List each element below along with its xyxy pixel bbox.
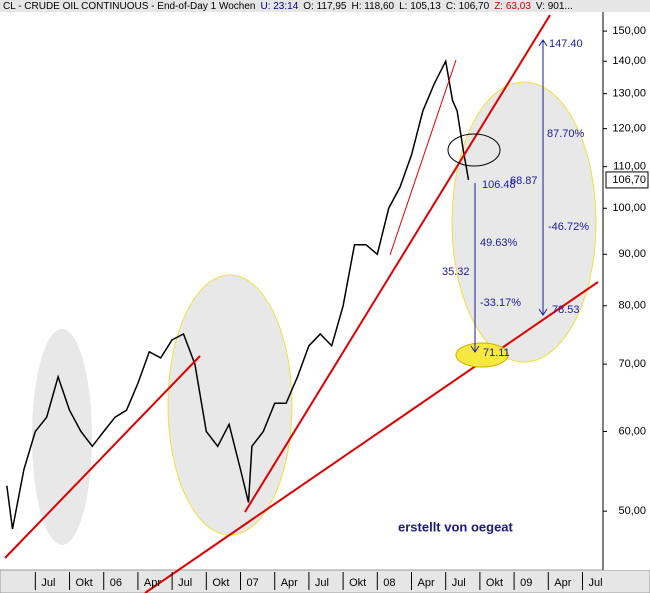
x-tick-label: Jul <box>452 577 466 589</box>
annotation: 71.11 <box>483 347 510 359</box>
x-tick-label: Apr <box>144 577 161 589</box>
annotation: 78.53 <box>552 304 580 316</box>
header-field: C: 106,70 <box>446 1 490 12</box>
x-tick-label: Okt <box>212 577 229 589</box>
annotation: 147.40 <box>549 38 583 50</box>
header-field: L: 105,13 <box>399 1 441 12</box>
y-axis-area <box>603 12 650 570</box>
y-tick-label: 110,00 <box>613 161 646 173</box>
y-tick-label: 120,00 <box>612 123 646 135</box>
ellipse <box>451 81 597 363</box>
header-field: O: 117,95 <box>303 1 347 12</box>
trend-line <box>144 281 599 593</box>
y-tick-label: 70,00 <box>618 358 646 370</box>
x-tick-label: 07 <box>247 577 259 589</box>
header-bar <box>0 0 650 12</box>
last-value-box <box>605 171 649 189</box>
header-field: Z: 63,03 <box>494 1 531 12</box>
y-tick-label: 100,00 <box>612 202 646 214</box>
credit: erstellt von oegeat <box>398 519 514 534</box>
marker-ellipse <box>447 133 501 167</box>
x-tick-label: 09 <box>520 577 532 589</box>
x-tick-label: Jul <box>315 577 329 589</box>
overlays: 147.40 106.48 68.87 87.70% -46.72% 49.63… <box>4 14 599 593</box>
marker-ellipse <box>455 342 509 368</box>
x-axis-bar <box>0 569 650 593</box>
y-tick-label: 50,00 <box>618 505 646 517</box>
y-tick-label: 80,00 <box>618 300 646 312</box>
x-tick-label: Apr <box>417 577 434 589</box>
ellipse <box>32 329 92 545</box>
y-tick-label: 60,00 <box>618 425 646 437</box>
y-tick-label: 150,00 <box>612 25 646 37</box>
trend-line <box>389 59 457 256</box>
x-tick-label: Jul <box>41 577 55 589</box>
y-tick-label: 140,00 <box>612 55 646 67</box>
header-field: V: 901... <box>536 1 573 12</box>
price-line <box>6 58 470 530</box>
trend-line <box>244 14 551 513</box>
annotation: -46.72% <box>548 221 589 233</box>
x-tick-label: Okt <box>486 577 503 589</box>
trend-line <box>4 355 201 559</box>
x-tick-label: Jul <box>588 577 602 589</box>
y-tick-label: 90,00 <box>618 248 646 260</box>
x-tick-label: 06 <box>110 577 122 589</box>
arrow-head <box>538 308 548 316</box>
header-field: H: 118,60 <box>351 1 394 12</box>
annotation: 49.63% <box>480 237 518 249</box>
header: CL - CRUDE OIL CONTINUOUS - End-of-Day 1… <box>3 1 573 12</box>
annotation: 87.70% <box>547 128 585 140</box>
annotation: 35.32 <box>442 266 470 278</box>
x-tick-label: Apr <box>281 577 298 589</box>
x-tick-label: Okt <box>349 577 366 589</box>
x-tick-label: Apr <box>554 577 571 589</box>
x-tick-label: 08 <box>383 577 395 589</box>
last-value-label: 106,70 <box>612 174 646 186</box>
y-tick-label: 130,00 <box>612 88 646 100</box>
annotation: 68.87 <box>510 175 538 187</box>
header-field: CL - CRUDE OIL CONTINUOUS - End-of-Day 1… <box>3 1 255 12</box>
header-field: U: 23:14 <box>260 1 298 12</box>
annotation: -33.17% <box>480 297 521 309</box>
arrow-head <box>470 345 480 353</box>
arrow-head <box>538 39 548 47</box>
x-tick-label: Okt <box>76 577 93 589</box>
annotation: 106.48 <box>482 179 516 191</box>
drawings <box>32 81 597 545</box>
x-tick-label: Jul <box>178 577 192 589</box>
